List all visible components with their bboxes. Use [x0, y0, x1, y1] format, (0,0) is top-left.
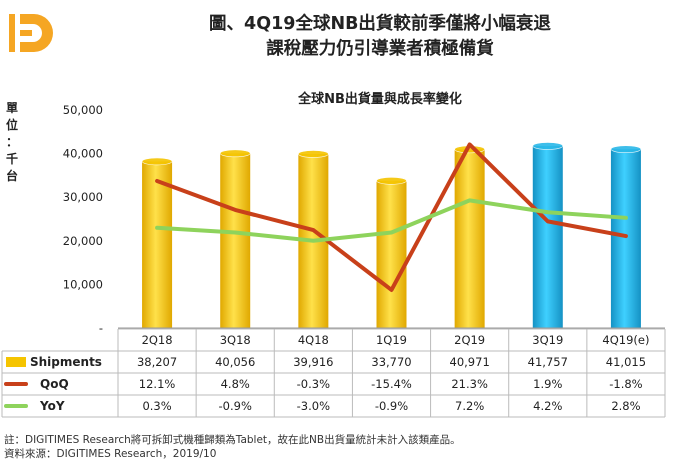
shipment-bar — [610, 149, 641, 328]
chart-title: 全球NB出貨量與成長率變化 — [298, 92, 462, 107]
x-category-label: 3Q19 — [532, 333, 563, 347]
footnote-source: 資料來源：DIGITIMES Research，2019/10 — [4, 448, 217, 460]
footnote: 註：DIGITIMES Research將可拆卸式機種歸類為Tablet，故在此… — [4, 433, 461, 461]
title-line-1: 圖、4Q19全球NB出貨較前季僅將小幅衰退 — [209, 14, 551, 34]
main-title: 圖、4Q19全球NB出貨較前季僅將小幅衰退 課稅壓力仍引導業者積極備貨 — [120, 12, 640, 62]
data-table-value: 7.2% — [455, 399, 484, 413]
data-table-value: 2.8% — [611, 399, 640, 413]
y-tick-label: 50,000 — [63, 103, 103, 117]
data-table-value: 39,916 — [293, 355, 333, 369]
shipment-bar-cap — [298, 150, 329, 158]
data-table-value: -1.8% — [609, 377, 642, 391]
y-axis-unit-char: 位 — [5, 118, 18, 132]
data-table-value: -15.4% — [371, 377, 412, 391]
shipment-bar — [142, 161, 173, 328]
data-table-value: 41,757 — [528, 355, 568, 369]
legend-label: QoQ — [40, 377, 69, 391]
data-table-value: 21.3% — [451, 377, 488, 391]
shipment-bar-cap — [376, 176, 407, 185]
y-axis-unit-char: 單 — [5, 101, 18, 115]
shipment-bar-cap — [141, 157, 173, 166]
x-category-label: 2Q18 — [142, 333, 173, 347]
qoq-line — [155, 142, 628, 292]
y-tick-label: 10,000 — [63, 277, 103, 291]
y-axis-unit-label: 單位 ： 千台 — [2, 100, 22, 185]
data-table-value: 12.1% — [139, 377, 176, 391]
data-table-value: 1.9% — [533, 377, 562, 391]
legend-swatch-shipments — [6, 357, 26, 367]
x-category-label: 4Q18 — [298, 333, 329, 347]
shipment-bar-cap — [219, 149, 251, 158]
x-category-label: 1Q19 — [376, 333, 407, 347]
y-axis-unit-char: 千 — [5, 152, 18, 166]
y-tick-label: 20,000 — [63, 234, 103, 248]
shipment-bar — [454, 149, 485, 328]
digitimes-logo-icon — [9, 14, 53, 52]
data-table-value: -0.9% — [375, 399, 408, 413]
data-table-value: -0.3% — [297, 377, 330, 391]
shipment-bar-cap — [610, 145, 642, 153]
shipment-bar-cap — [532, 142, 564, 150]
data-table-value: 40,971 — [450, 355, 490, 369]
y-tick-label: - — [99, 321, 103, 335]
legend-label: YoY — [39, 399, 65, 413]
y-tick-label: 30,000 — [63, 190, 103, 204]
data-table-value: 38,207 — [137, 355, 177, 369]
x-category-label: 2Q19 — [454, 333, 485, 347]
data-table-value: 0.3% — [142, 399, 171, 413]
legend-label: Shipments — [30, 355, 102, 369]
data-table-value: 4.2% — [533, 399, 562, 413]
footnote-note: 註：DIGITIMES Research將可拆卸式機種歸類為Tablet，故在此… — [4, 434, 461, 446]
x-category-label: 3Q18 — [220, 333, 251, 347]
data-table-value: -0.9% — [219, 399, 252, 413]
y-tick-label: 40,000 — [63, 147, 103, 161]
shipment-bar — [220, 153, 251, 328]
yoy-line — [155, 198, 628, 243]
data-table-value: 4.8% — [221, 377, 250, 391]
data-table-value: 40,056 — [215, 355, 255, 369]
shipment-bar — [376, 180, 407, 328]
data-table-value: 41,015 — [606, 355, 646, 369]
x-category-label: 4Q19(e) — [602, 333, 649, 347]
y-axis-unit-char: ： — [5, 135, 18, 149]
data-table-value: -3.0% — [297, 399, 330, 413]
data-table-value: 33,770 — [371, 355, 411, 369]
title-line-2: 課稅壓力仍引導業者積極備貨 — [266, 39, 494, 59]
shipment-bar — [532, 145, 563, 328]
y-axis-unit-char: 台 — [5, 169, 18, 183]
